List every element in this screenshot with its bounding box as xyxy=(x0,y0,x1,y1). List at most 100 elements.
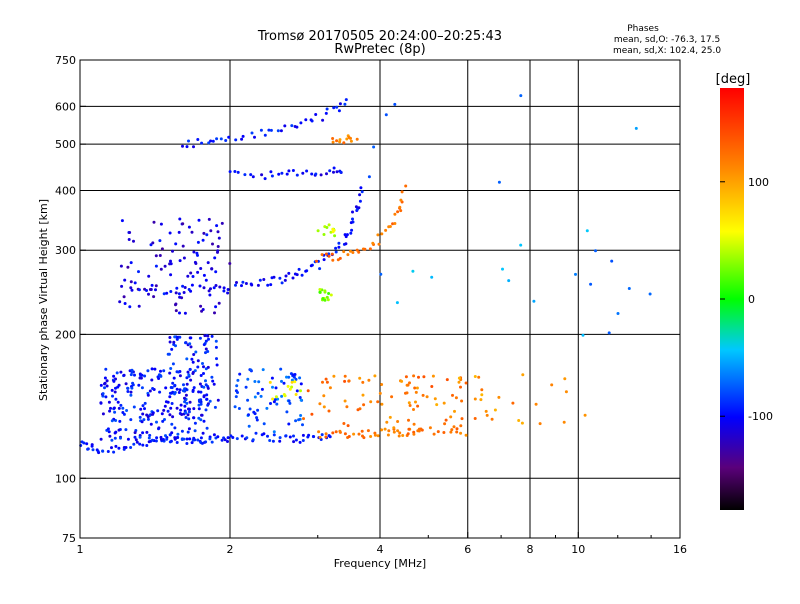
data-point xyxy=(182,383,185,387)
data-point xyxy=(380,383,384,386)
data-point xyxy=(181,222,185,226)
data-point xyxy=(433,397,437,401)
data-point xyxy=(158,239,162,243)
data-point xyxy=(269,128,273,132)
data-point xyxy=(110,388,114,392)
data-point xyxy=(212,286,216,290)
data-point xyxy=(373,374,377,378)
data-point xyxy=(193,421,197,425)
data-point xyxy=(362,436,366,440)
data-point xyxy=(297,267,301,271)
data-point xyxy=(175,387,179,391)
data-point xyxy=(457,376,461,380)
colorbar-label: [deg] xyxy=(716,72,751,87)
data-point xyxy=(188,336,192,340)
data-point xyxy=(344,98,348,102)
data-point xyxy=(170,402,174,405)
data-point xyxy=(190,230,194,234)
data-point xyxy=(399,198,403,202)
data-point xyxy=(349,221,353,225)
data-point xyxy=(319,173,323,177)
data-point xyxy=(114,397,118,401)
data-point xyxy=(151,387,155,390)
data-point xyxy=(331,137,335,140)
data-point xyxy=(520,421,524,425)
data-point xyxy=(271,397,275,401)
data-point xyxy=(154,254,158,258)
data-point xyxy=(101,449,105,453)
data-point xyxy=(349,231,353,235)
data-point xyxy=(199,390,203,394)
data-point xyxy=(278,436,282,440)
data-point xyxy=(168,413,172,417)
data-point xyxy=(234,138,238,142)
y-tick-label: 750 xyxy=(55,54,76,67)
data-point xyxy=(550,383,554,387)
data-point xyxy=(347,435,351,438)
data-point xyxy=(326,298,330,302)
data-point xyxy=(360,429,364,433)
data-point xyxy=(362,403,366,407)
data-point xyxy=(274,395,278,399)
data-point xyxy=(183,387,187,391)
data-point xyxy=(178,259,182,263)
data-point xyxy=(235,384,239,388)
data-point xyxy=(477,375,481,379)
data-point xyxy=(204,408,208,412)
data-point xyxy=(327,409,331,413)
data-point xyxy=(329,293,333,297)
data-point xyxy=(177,391,181,394)
data-point xyxy=(206,261,210,265)
data-point xyxy=(269,283,273,287)
data-point xyxy=(113,436,117,440)
data-point xyxy=(130,288,134,292)
data-point xyxy=(141,404,145,408)
data-point xyxy=(291,169,295,172)
data-point xyxy=(332,106,336,110)
data-point xyxy=(327,254,331,258)
data-point xyxy=(246,398,250,402)
data-point xyxy=(332,166,336,170)
data-point xyxy=(343,374,347,378)
data-point xyxy=(497,395,501,399)
data-point xyxy=(254,431,258,435)
data-point xyxy=(393,212,397,216)
data-point xyxy=(214,284,218,287)
data-point xyxy=(152,295,156,299)
data-point xyxy=(367,175,371,179)
data-point xyxy=(445,378,449,382)
data-point xyxy=(206,403,210,407)
data-point xyxy=(292,440,296,444)
data-point xyxy=(607,331,611,335)
data-point xyxy=(132,405,136,409)
data-point xyxy=(248,407,252,411)
data-point xyxy=(519,243,523,247)
data-point xyxy=(148,389,152,393)
data-point xyxy=(432,432,436,436)
data-point xyxy=(192,250,196,254)
data-point xyxy=(335,105,339,109)
data-point xyxy=(412,432,416,436)
data-point xyxy=(473,375,477,378)
data-point xyxy=(331,431,335,435)
data-point xyxy=(300,273,304,277)
data-point xyxy=(306,389,310,393)
data-point xyxy=(166,400,170,404)
data-point xyxy=(119,264,123,268)
data-point xyxy=(425,395,429,399)
data-point xyxy=(146,393,150,397)
data-point xyxy=(146,369,150,373)
data-point xyxy=(368,247,372,251)
data-point xyxy=(295,173,299,177)
data-point xyxy=(454,396,458,400)
data-point xyxy=(210,267,214,271)
data-point xyxy=(212,433,216,437)
data-point xyxy=(124,446,128,449)
data-point xyxy=(159,222,163,226)
data-point xyxy=(80,440,84,444)
data-point xyxy=(295,389,299,393)
data-point xyxy=(145,430,149,434)
data-point xyxy=(204,339,208,343)
data-point xyxy=(154,439,158,443)
data-point xyxy=(183,311,187,315)
